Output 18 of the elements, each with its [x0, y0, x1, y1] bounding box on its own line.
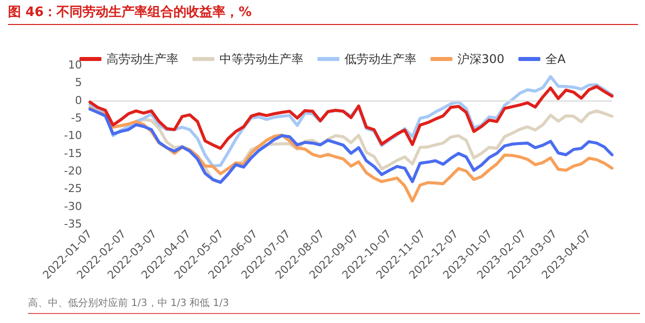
y-tick-label: -25: [64, 182, 82, 196]
y-tick-label: -20: [64, 164, 82, 178]
y-tick-label: -35: [64, 218, 82, 230]
legend-label: 中等劳动生产率: [219, 52, 304, 66]
legend-label: 全A: [545, 52, 566, 66]
text: 高、中、低分别对应前 1/3，中 1/3 和低 1/3: [28, 296, 640, 314]
line-series: [88, 85, 614, 150]
legend-label: 高劳动生产率: [106, 52, 178, 66]
y-tick-label: -15: [64, 146, 82, 160]
y-tick-label: -30: [64, 200, 82, 213]
y-tick-label: 0: [75, 94, 82, 107]
legend-label: 低劳动生产率: [344, 52, 416, 66]
chart-title: 图 46：不同劳动生产率组合的收益率，%: [8, 3, 638, 25]
y-tick-label: -5: [71, 112, 82, 124]
y-tick-label: 5: [75, 76, 82, 90]
y-tick-label: 10: [68, 58, 82, 72]
y-tick-label: -10: [64, 129, 82, 142]
legend-label: 沪深300: [457, 52, 504, 66]
